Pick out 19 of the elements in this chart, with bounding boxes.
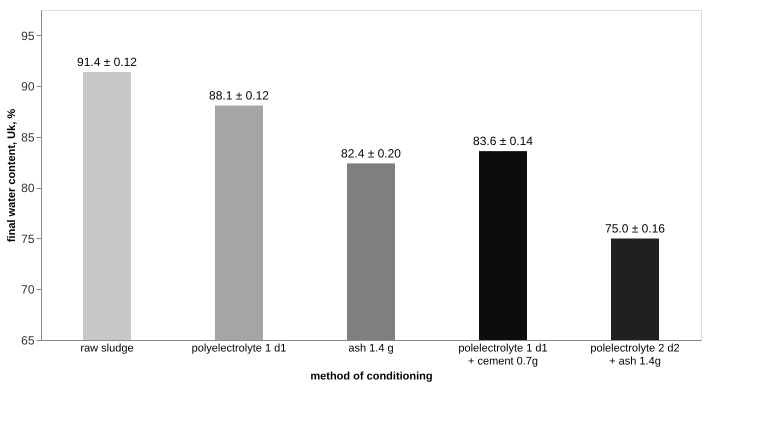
y-tick-label: 70 [21,282,35,297]
data-label: 82.4 ± 0.20 [341,146,402,160]
x-tick-label: polelectrolyte 1 d1 + cement 0.7g [458,342,548,368]
y-axis-title: final water content, Uk, % [6,108,18,242]
data-label: 83.6 ± 0.14 [473,134,534,148]
x-tick-label: ash 1.4 g [348,342,394,354]
data-label: 91.4 ± 0.12 [77,54,138,69]
y-tick-label: 80 [21,181,35,196]
y-tick-label: 90 [21,80,35,94]
x-axis-title: method of conditioning [310,370,433,382]
data-label: 75.0 ± 0.16 [605,221,666,236]
y-tick-label: 75 [21,232,35,246]
y-tick-label: 65 [21,334,35,348]
x-tick-label: polyelectrolyte 1 d1 [192,342,286,354]
y-tick-label: 85 [21,130,35,144]
x-tick-label: raw sludge [80,342,134,354]
x-tick-label: polelectrolyte 2 d2 + ash 1.4g [590,342,680,368]
y-tick-label: 95 [21,28,35,43]
data-label: 88.1 ± 0.12 [209,88,270,102]
